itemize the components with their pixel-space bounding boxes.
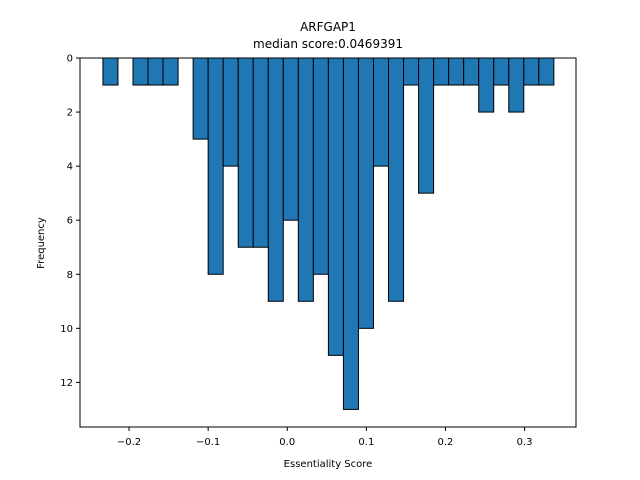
histogram-bar-1 xyxy=(132,57,149,86)
histogram-bar-19 xyxy=(418,57,435,194)
x-tick-label: 0.2 xyxy=(438,437,454,448)
histogram-bar-9 xyxy=(267,57,284,302)
histogram-bar-14 xyxy=(342,57,359,410)
chart-subtitle: median score:0.0469391 xyxy=(253,37,403,51)
histogram-bar-25 xyxy=(508,57,525,113)
histogram-bar-4 xyxy=(192,57,209,140)
histogram-bar-7 xyxy=(237,57,254,248)
y-axis-label: Frequency xyxy=(36,217,47,269)
histogram-bar-15 xyxy=(357,57,374,329)
histogram-bar-22 xyxy=(463,57,480,86)
histogram-bar-5 xyxy=(207,57,224,275)
plot-frame xyxy=(79,57,577,428)
histogram-bar-12 xyxy=(312,57,329,275)
y-axis-ticks: 0 2 4 6 8 10 12 xyxy=(60,54,80,389)
x-tick-label: −0.1 xyxy=(196,437,220,448)
y-tick-label: 0 xyxy=(67,54,73,65)
histogram-bar-3 xyxy=(162,57,179,86)
y-tick-label: 4 xyxy=(67,162,73,173)
x-axis-label: Essentiality Score xyxy=(284,459,373,470)
histogram-bar-21 xyxy=(448,57,465,86)
y-tick-label: 6 xyxy=(67,216,73,227)
histogram-bar-6 xyxy=(222,57,239,167)
y-tick-label: 10 xyxy=(60,324,73,335)
chart-title: ARFGAP1 xyxy=(300,20,356,34)
y-tick-label: 8 xyxy=(67,270,73,281)
histogram-bar-11 xyxy=(297,57,314,302)
histogram-bar-17 xyxy=(388,57,405,302)
x-tick-label: 0.1 xyxy=(358,437,374,448)
histogram-bar-26 xyxy=(523,57,540,86)
histogram-bar-24 xyxy=(493,57,510,86)
histogram-bar-8 xyxy=(252,57,269,248)
histogram-bar-0 xyxy=(102,57,119,86)
x-tick-label: 0.0 xyxy=(279,437,295,448)
histogram-bar-16 xyxy=(372,57,390,167)
histogram-bar-2 xyxy=(147,57,164,86)
histogram-bar-10 xyxy=(282,57,299,221)
x-tick-label: −0.2 xyxy=(117,437,141,448)
histogram-bar-20 xyxy=(433,57,450,86)
histogram-bar-13 xyxy=(327,57,344,356)
y-tick-label: 12 xyxy=(60,378,73,389)
y-tick-label: 2 xyxy=(67,108,73,119)
histogram-bar-23 xyxy=(478,57,495,113)
histogram-bar-18 xyxy=(403,57,420,86)
histogram-bar-27 xyxy=(538,57,555,86)
x-axis-ticks: −0.2 −0.1 0.0 0.1 0.2 0.3 xyxy=(117,427,533,448)
x-tick-label: 0.3 xyxy=(517,437,533,448)
bars-group xyxy=(102,57,555,410)
